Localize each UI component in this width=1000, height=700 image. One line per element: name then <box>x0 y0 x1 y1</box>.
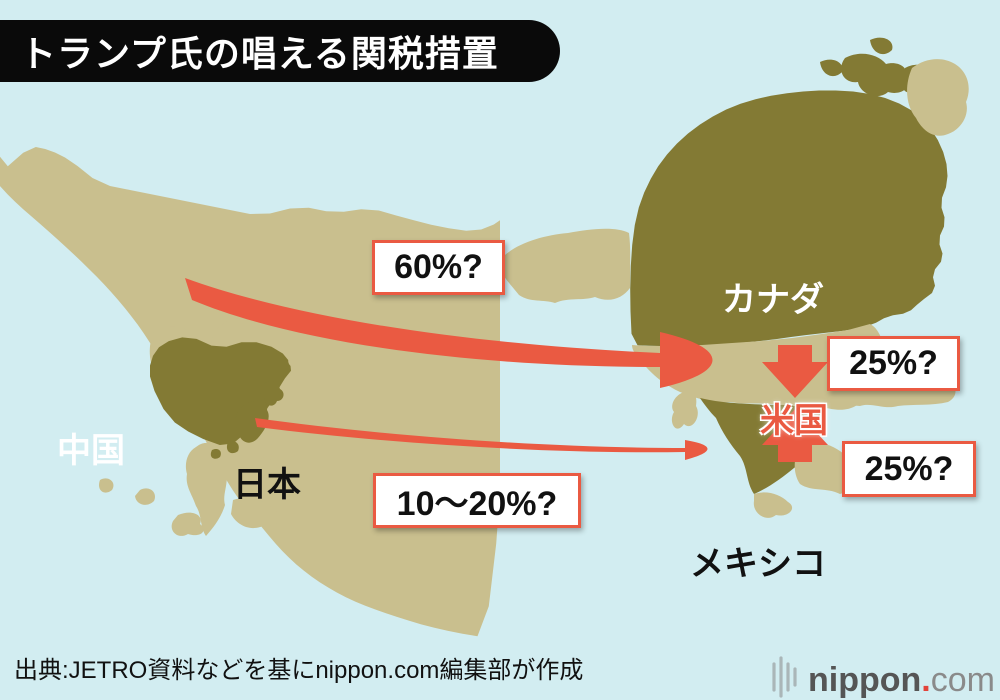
svg-text:nippon.com: nippon.com <box>808 661 995 699</box>
